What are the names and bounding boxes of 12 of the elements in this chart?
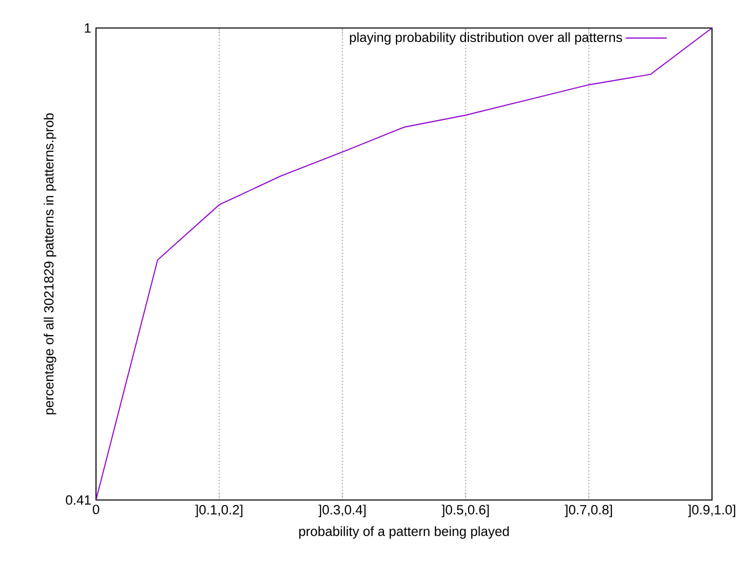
y-tick-label: 1	[84, 23, 91, 33]
y-tick-label: 0.41	[66, 495, 91, 505]
x-tick-label: ]0.9,1.0]	[688, 504, 736, 518]
x-tick-label: ]0.5,0.6]	[442, 504, 489, 518]
x-tick-label: ]0.3,0.4]	[318, 504, 366, 518]
x-tick-label: 0	[92, 504, 100, 514]
x-tick-label: ]0.1,0.2]	[195, 504, 242, 518]
text: playing probability distribution over all patterns	[350, 32, 622, 45]
x-axis-title: probability of a pattern being played	[299, 526, 509, 539]
x-tick-label: ]0.7,0.8]	[564, 504, 612, 518]
line-series	[96, 28, 712, 500]
y-axis-title: percentage of all 3021829 patterns in patterns.prob	[44, 113, 56, 414]
